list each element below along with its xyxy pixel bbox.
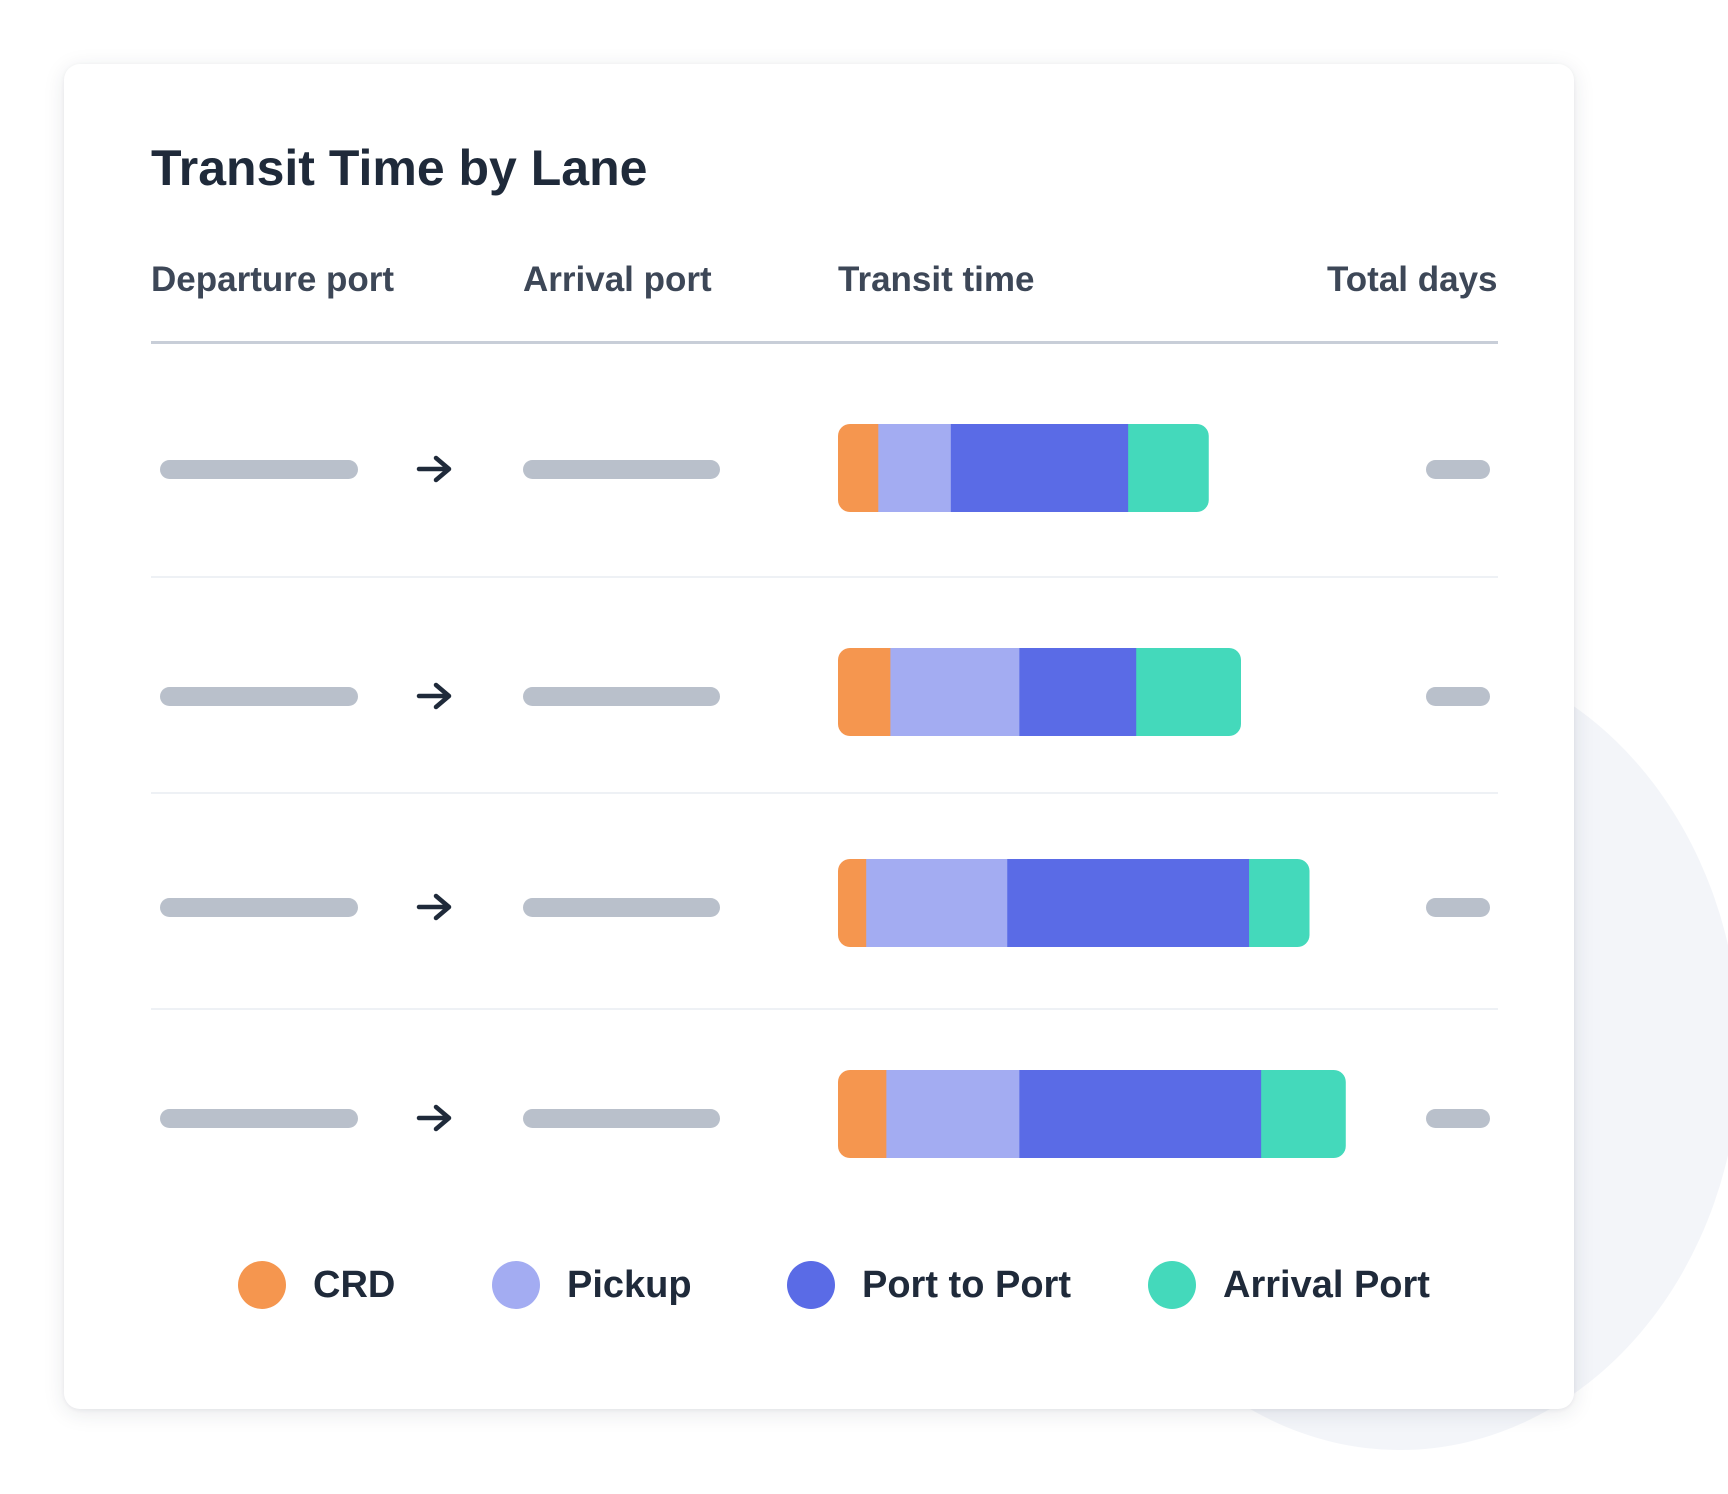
header-transit-time: Transit time xyxy=(838,260,1035,299)
stacked-bar-4 xyxy=(838,1070,1346,1158)
arrival-port-placeholder xyxy=(523,460,720,479)
arrow-right-icon xyxy=(416,1104,452,1132)
row-divider xyxy=(151,1008,1498,1010)
total-days-placeholder xyxy=(1426,687,1490,706)
stacked-bar-1 xyxy=(838,424,1209,512)
stacked-bar-2 xyxy=(838,648,1241,736)
legend-swatch-crd xyxy=(238,1261,286,1309)
bar-segment-crd xyxy=(838,424,879,512)
arrival-port-placeholder xyxy=(523,898,720,917)
bar-segment-crd xyxy=(838,1070,887,1158)
row-divider xyxy=(151,792,1498,794)
header-divider xyxy=(151,341,1498,344)
bar-segment-arrival-port xyxy=(1249,859,1310,947)
bar-segment-port-to-port xyxy=(1007,859,1250,947)
legend-swatch-arrival-port xyxy=(1148,1261,1196,1309)
departure-port-placeholder xyxy=(160,687,358,706)
departure-port-placeholder xyxy=(160,460,358,479)
chart-title: Transit Time by Lane xyxy=(151,140,648,196)
legend-label-crd: CRD xyxy=(313,1263,396,1306)
legend-swatch-pickup xyxy=(492,1261,540,1309)
arrow-right-icon xyxy=(416,682,452,710)
legend-item-pickup: Pickup xyxy=(492,1260,692,1310)
bar-segment-pickup xyxy=(890,648,1020,736)
row-divider xyxy=(151,576,1498,578)
stacked-bar-3 xyxy=(838,859,1310,947)
legend-swatch-port-to-port xyxy=(787,1261,835,1309)
arrow-right-icon xyxy=(416,455,452,483)
header-arrival-port: Arrival port xyxy=(523,260,712,299)
bar-segment-arrival-port xyxy=(1261,1070,1346,1158)
bar-segment-pickup xyxy=(878,424,952,512)
header-total-days: Total days xyxy=(1327,260,1498,299)
header-departure-port: Departure port xyxy=(151,260,395,299)
legend-item-crd: CRD xyxy=(238,1260,395,1310)
bar-segment-pickup xyxy=(866,859,1008,947)
legend-item-arrival-port: Arrival Port xyxy=(1148,1260,1430,1310)
bar-segment-pickup xyxy=(886,1070,1020,1158)
bar-segment-port-to-port xyxy=(950,424,1129,512)
departure-port-placeholder xyxy=(160,1109,358,1128)
legend-item-port-to-port: Port to Port xyxy=(787,1260,1071,1310)
arrow-right-icon xyxy=(416,893,452,921)
total-days-placeholder xyxy=(1426,1109,1490,1128)
arrival-port-placeholder xyxy=(523,687,720,706)
legend-label-port-to-port: Port to Port xyxy=(862,1263,1071,1306)
bar-segment-arrival-port xyxy=(1128,424,1209,512)
legend-label-pickup: Pickup xyxy=(567,1263,692,1306)
total-days-placeholder xyxy=(1426,898,1490,917)
bar-segment-arrival-port xyxy=(1136,648,1241,736)
departure-port-placeholder xyxy=(160,898,358,917)
bar-segment-crd xyxy=(838,648,891,736)
bar-segment-crd xyxy=(838,859,867,947)
arrival-port-placeholder xyxy=(523,1109,720,1128)
bar-segment-port-to-port xyxy=(1019,648,1137,736)
chart-card xyxy=(64,64,1574,1409)
bar-segment-port-to-port xyxy=(1019,1070,1262,1158)
legend-label-arrival-port: Arrival Port xyxy=(1223,1263,1430,1306)
total-days-placeholder xyxy=(1426,460,1490,479)
